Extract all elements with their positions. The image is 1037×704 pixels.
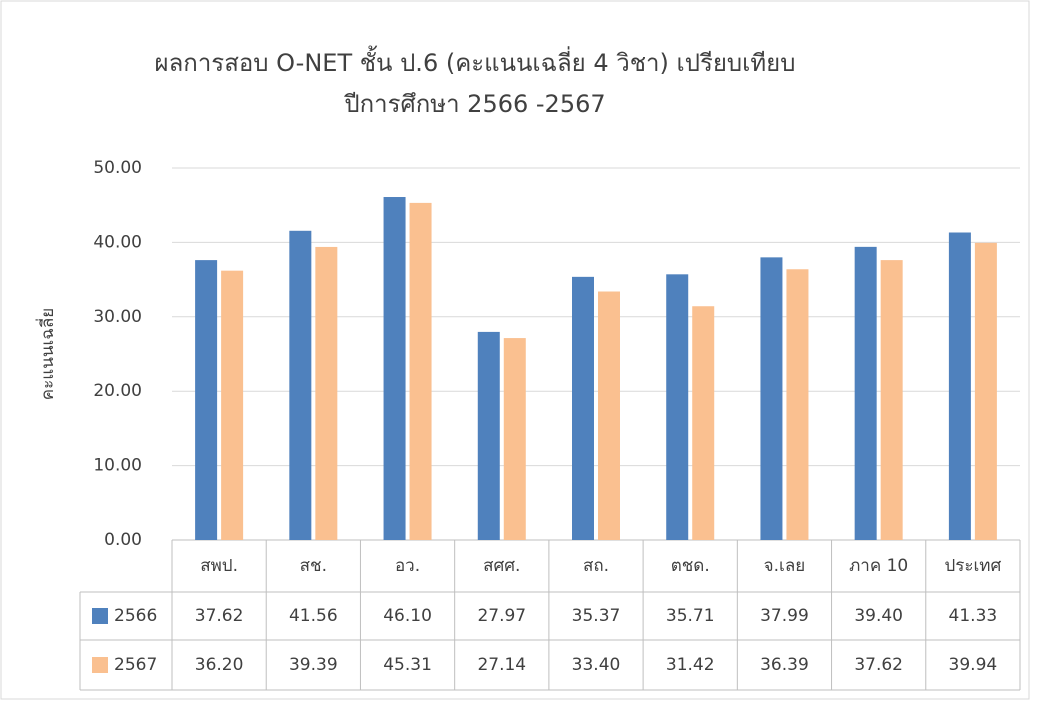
table-value: 37.99 <box>760 606 809 626</box>
y-tick-label: 30.00 <box>93 307 142 327</box>
bar <box>880 260 903 540</box>
table-value: 35.37 <box>572 606 621 626</box>
table-value: 33.40 <box>572 655 621 675</box>
x-tick-label: ภาค 10 <box>849 556 908 576</box>
y-tick-label: 50.00 <box>93 158 142 178</box>
x-tick-label: สศศ. <box>483 556 520 576</box>
legend-key <box>92 608 108 624</box>
table-value: 39.40 <box>854 606 903 626</box>
table-value: 31.42 <box>666 655 715 675</box>
bar <box>315 246 338 540</box>
table-value: 36.39 <box>760 655 809 675</box>
table-value: 35.71 <box>666 606 715 626</box>
table-value: 27.14 <box>477 655 526 675</box>
x-tick-label: จ.เลย <box>764 556 806 576</box>
table-value: 41.33 <box>949 606 998 626</box>
legend-label: 2566 <box>114 606 157 626</box>
y-axis-label: คะแนนเฉลี่ย <box>35 308 58 400</box>
bar <box>974 242 997 540</box>
y-tick-label: 40.00 <box>93 232 142 252</box>
table-value: 37.62 <box>195 606 244 626</box>
bar <box>598 291 620 540</box>
bar <box>195 260 218 540</box>
x-tick-label: อว. <box>395 556 420 576</box>
bar <box>289 230 312 541</box>
bar <box>760 257 783 540</box>
bar <box>854 246 877 540</box>
legend-key <box>92 657 108 673</box>
x-tick-label: สช. <box>300 556 327 576</box>
table-value: 39.94 <box>949 655 998 675</box>
bar <box>409 202 432 540</box>
y-tick-label: 20.00 <box>93 381 142 401</box>
table-value: 27.97 <box>477 606 526 626</box>
x-tick-label: สพป. <box>200 556 238 576</box>
x-tick-label: ประเทศ <box>944 556 1001 576</box>
bar <box>383 197 406 541</box>
bar <box>477 331 500 540</box>
y-tick-label: 0.00 <box>104 530 142 550</box>
table-value: 41.56 <box>289 606 338 626</box>
table-value: 46.10 <box>383 606 432 626</box>
table-value: 45.31 <box>383 655 432 675</box>
bar <box>786 269 809 540</box>
table-value: 39.39 <box>289 655 338 675</box>
bar <box>948 232 971 540</box>
table-value: 36.20 <box>195 655 244 675</box>
bar <box>221 270 244 540</box>
chart-subtitle: ปีการศึกษา 2566 -2567 <box>343 90 605 118</box>
bar <box>503 338 526 540</box>
table-value: 37.62 <box>854 655 903 675</box>
x-tick-label: สถ. <box>583 556 609 576</box>
x-tick-label: ตชด. <box>671 556 710 576</box>
bar <box>666 274 689 540</box>
bar <box>572 276 594 540</box>
legend-label: 2567 <box>114 655 157 675</box>
chart-title: ผลการสอบ O-NET ชั้น ป.6 (คะแนนเฉลี่ย 4 ว… <box>155 45 796 77</box>
bar <box>692 306 715 540</box>
y-tick-label: 10.00 <box>93 456 142 476</box>
